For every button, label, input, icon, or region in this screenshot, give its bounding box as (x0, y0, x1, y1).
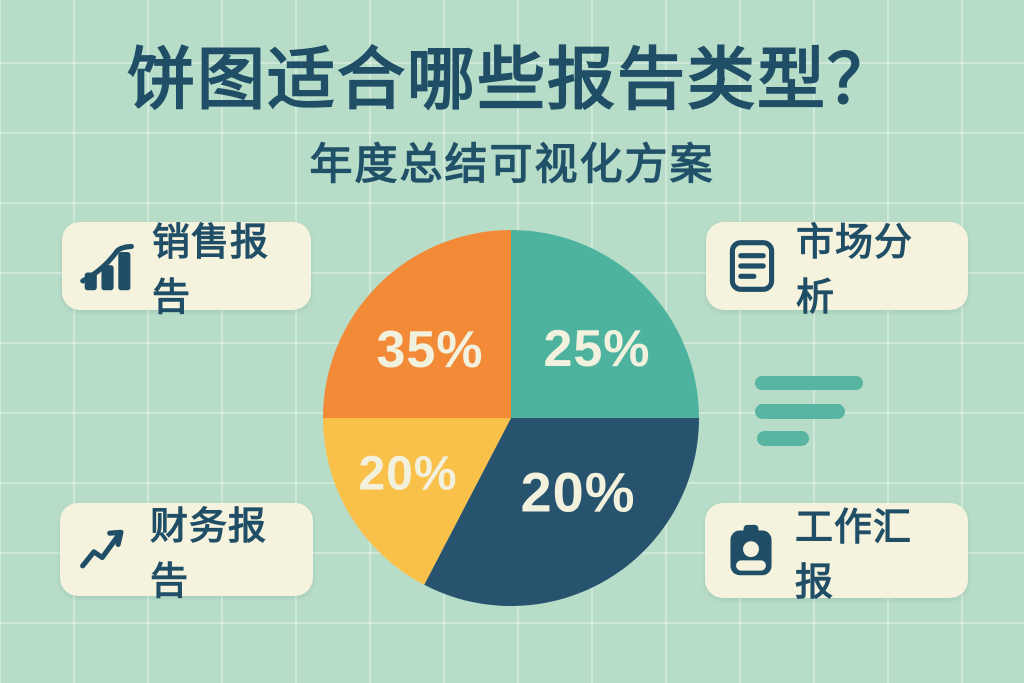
card-sales-report: 销售报告 (62, 222, 311, 319)
card-work-report: 工作汇报 (705, 503, 968, 604)
trend-up-icon (80, 529, 124, 568)
card-market-label: 市场分析 (796, 222, 914, 319)
bar-chart-icon (80, 243, 134, 291)
document-icon (729, 240, 775, 292)
deco-bar (755, 376, 863, 390)
card-financial-report: 财务报告 (60, 503, 313, 603)
deco-bar (757, 431, 809, 446)
card-finance-label: 财务报告 (150, 505, 268, 603)
page-subtitle: 年度总结可视化方案 (309, 141, 715, 189)
page-title: 饼图适合哪些报告类型？ (126, 42, 897, 118)
pie-label-20-left: 20% (358, 447, 458, 501)
pie-label-35: 35% (376, 321, 484, 379)
card-sales-label: 销售报告 (152, 222, 270, 319)
card-work-label: 工作汇报 (795, 506, 913, 604)
pie-label-20-right: 20% (520, 460, 636, 524)
card-market-analysis: 市场分析 (706, 222, 968, 319)
id-badge-icon (730, 524, 772, 575)
deco-bar (755, 404, 845, 419)
pie-label-25: 25% (543, 320, 651, 378)
